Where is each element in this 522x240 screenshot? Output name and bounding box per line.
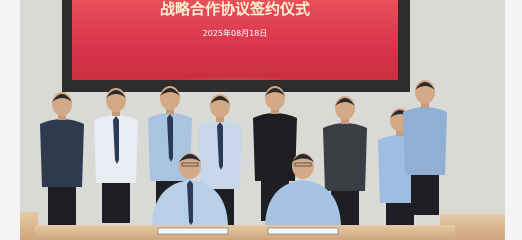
banner-title: 战略合作协议签约仪式 (160, 0, 310, 18)
photo: 战略合作协议签约仪式 2025年08月18日 (0, 0, 522, 240)
margin (505, 0, 522, 240)
person-legs (48, 182, 76, 227)
person-body (323, 123, 367, 191)
person-legs (411, 170, 439, 215)
margin (0, 0, 20, 240)
document (158, 228, 228, 234)
person-body (403, 107, 447, 175)
signing-table (35, 225, 455, 240)
banner-date: 2025年08月18日 (203, 28, 268, 38)
person-legs (102, 178, 130, 223)
person-body (253, 113, 297, 181)
person-body (40, 119, 84, 187)
document (268, 228, 338, 234)
page: 战略合作协议签约仪式 2025年08月18日 (() => { const da… (0, 0, 522, 240)
